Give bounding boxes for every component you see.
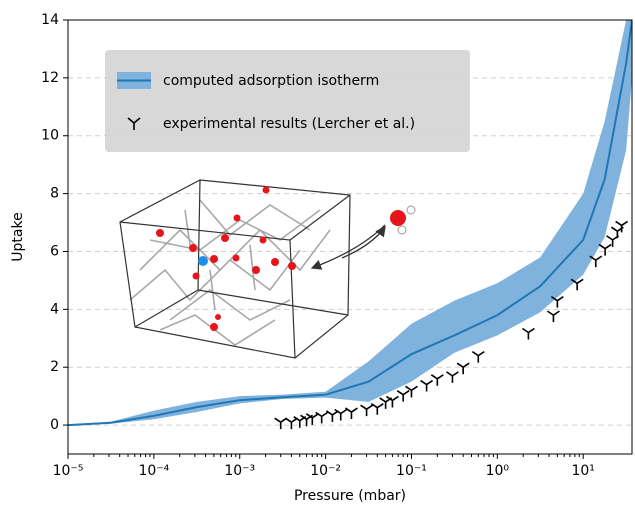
- data-point: [405, 385, 418, 398]
- x-tick-label: 10⁰: [486, 463, 510, 479]
- y-tick-label: 2: [50, 359, 59, 375]
- data-point: [430, 374, 444, 386]
- data-point: [370, 403, 384, 415]
- data-point: [570, 278, 584, 291]
- data-point: [315, 411, 329, 424]
- data-point: [305, 413, 319, 425]
- data-point: [385, 395, 399, 408]
- x-tick-label: 10⁻³: [224, 463, 255, 479]
- y-tick-label: 12: [41, 70, 59, 86]
- y-tick-label: 6: [50, 243, 59, 259]
- x-tick-label: 10⁻⁴: [138, 463, 169, 479]
- data-point: [615, 220, 629, 233]
- isotherm-line: [68, 20, 632, 427]
- legend-label: computed adsorption isotherm: [163, 73, 379, 89]
- y-tick-label: 8: [50, 186, 59, 202]
- x-axis-label: Pressure (mbar): [294, 488, 406, 504]
- x-tick-label: 10⁻¹: [396, 463, 427, 479]
- data-point: [420, 379, 434, 392]
- data-point: [300, 414, 313, 427]
- data-point: [521, 327, 535, 340]
- y-tick-label: 14: [41, 12, 59, 28]
- x-tick-label: 10⁻⁵: [53, 463, 84, 479]
- data-point: [598, 243, 612, 256]
- x-tick-label: 10¹: [571, 463, 594, 479]
- y-tick-label: 0: [50, 417, 59, 433]
- data-point: [546, 310, 560, 323]
- data-point: [396, 390, 410, 402]
- data-point: [360, 404, 374, 417]
- data-point: [334, 408, 348, 421]
- x-tick-label: 10⁻²: [310, 463, 341, 479]
- uncertainty-band: [68, 20, 632, 426]
- inset-illustration: [119, 179, 416, 359]
- legend-label: experimental results (Lercher et al.): [163, 116, 415, 132]
- legend-box: [105, 50, 470, 152]
- data-point: [445, 371, 459, 383]
- data-point: [284, 417, 298, 430]
- data-point: [471, 350, 485, 363]
- y-tick-label: 4: [50, 301, 59, 317]
- y-axis-label: Uptake: [10, 212, 26, 261]
- data-point: [589, 255, 603, 268]
- y-tick-label: 10: [41, 128, 59, 144]
- legend-marker: [127, 117, 141, 130]
- plot-frame: [67, 19, 633, 455]
- data-point: [550, 295, 564, 308]
- data-point: [274, 417, 288, 430]
- data-point: [456, 362, 470, 375]
- data-point: [325, 410, 339, 422]
- data-point: [345, 407, 358, 420]
- legend: computed adsorption isotherm experimenta…: [105, 50, 470, 152]
